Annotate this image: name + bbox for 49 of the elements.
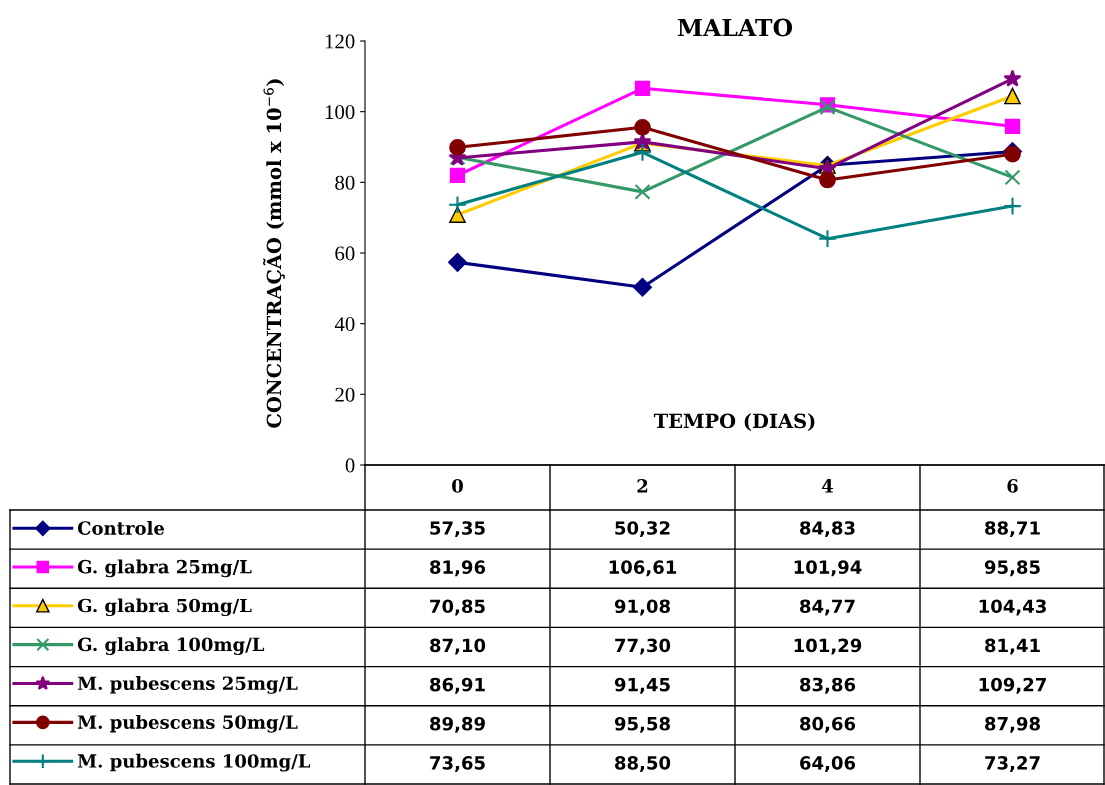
x-tick-label: 6	[1007, 479, 1018, 493]
y-tick-label: 80	[335, 175, 355, 190]
y-tick-label: 120	[325, 34, 355, 49]
data-label: 84,83	[800, 521, 855, 538]
legend-label: M. pubescens 50mg/L	[77, 714, 298, 733]
data-label: 95,85	[984, 560, 1040, 577]
data-label: 89,89	[430, 716, 485, 733]
y-axis-title: CONCENTRAÇÃO (mmol x 10$^{−6}$)	[263, 79, 285, 428]
y-tick-label: 100	[325, 105, 355, 120]
data-label: 57,35	[430, 521, 485, 538]
y-tick-label: 20	[335, 387, 355, 402]
data-label: 101,29	[794, 638, 862, 655]
y-tick-label: 40	[334, 317, 355, 332]
data-label: 104,43	[979, 599, 1046, 616]
y-tick-label: 60	[335, 246, 355, 261]
data-label: 106,61	[609, 560, 677, 577]
data-label: 73,65	[430, 756, 485, 772]
y-tick-label: 0	[345, 458, 355, 473]
legend-label: G. glabra 25mg/L	[77, 559, 252, 578]
data-label: 80,66	[800, 716, 856, 733]
data-label: 70,85	[430, 599, 485, 616]
data-label: 83,86	[800, 677, 856, 694]
data-label: 64,06	[800, 756, 856, 772]
x-tick-label: 4	[821, 479, 834, 493]
data-label: 81,96	[430, 560, 486, 577]
data-label: 84,77	[800, 599, 855, 616]
legend-label: M. pubescens 100mg/L	[77, 753, 311, 772]
x-tick-label: 2	[637, 479, 648, 493]
legend-label: M. pubescens 25mg/L	[77, 676, 298, 694]
data-label: 88,71	[985, 521, 1040, 538]
data-label: 91,08	[614, 599, 670, 616]
data-label: 87,98	[985, 716, 1040, 733]
data-label: 81,41	[985, 638, 1040, 655]
x-tick-label: 0	[452, 479, 463, 493]
legend-label: G. glabra 50mg/L	[77, 598, 252, 617]
data-label: 91,45	[614, 677, 670, 694]
legend-label: Controle	[77, 520, 165, 535]
x-axis-title: TEMPO (DIAS)	[653, 413, 815, 431]
data-label: 73,27	[985, 756, 1040, 772]
data-label: 87,10	[430, 638, 486, 655]
data-label: 86,91	[430, 677, 485, 694]
data-label: 101,94	[794, 560, 862, 577]
data-label: 88,50	[615, 756, 671, 772]
data-label: 95,58	[614, 716, 670, 733]
legend-label: G. glabra 100mg/L	[77, 637, 265, 655]
chart-title: MALATO	[677, 18, 793, 37]
data-label: 50,32	[615, 521, 670, 538]
data-label: 77,30	[615, 638, 671, 655]
data-label: 109,27	[979, 677, 1046, 694]
